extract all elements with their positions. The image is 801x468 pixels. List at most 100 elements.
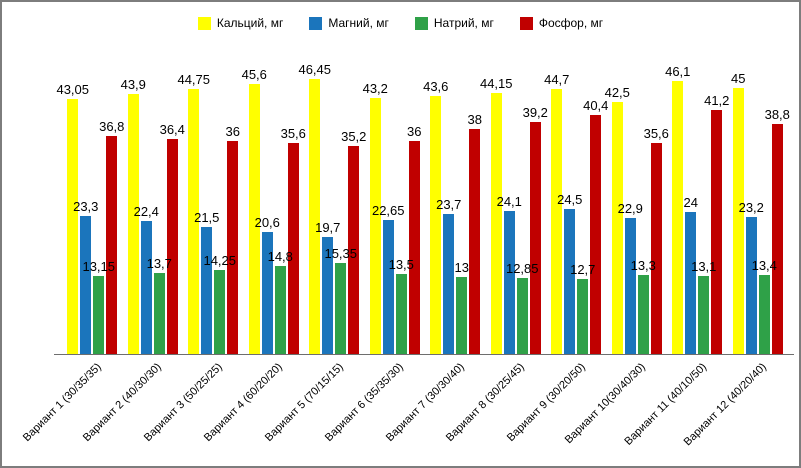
bar [201, 227, 213, 354]
bar-value-label: 23,3 [73, 199, 99, 214]
bar-value-label: 39,2 [522, 105, 548, 120]
bar [577, 279, 589, 354]
bar [624, 218, 636, 354]
bar-value-label: 13,7 [146, 256, 172, 271]
bar [67, 99, 79, 354]
bar-value-label: 22,4 [133, 204, 159, 219]
bar-value-label: 45,6 [241, 67, 267, 82]
bar-value-label: 43,2 [362, 81, 388, 96]
bar [93, 276, 105, 354]
legend-swatch-icon [519, 16, 533, 30]
bar-value-label: 14,25 [203, 253, 237, 268]
bar [127, 94, 139, 354]
bar-value-label: 13,1 [691, 259, 717, 274]
legend-label: Магний, мг [328, 16, 389, 30]
bar [685, 212, 697, 354]
legend-swatch-icon [414, 16, 428, 30]
bar [382, 220, 394, 354]
bar [732, 88, 744, 354]
bar [503, 211, 515, 354]
bar-value-label: 14,8 [267, 249, 293, 264]
bar-value-label: 20,6 [254, 215, 280, 230]
x-axis-line [54, 354, 794, 355]
legend-swatch-icon [309, 16, 323, 30]
bar-value-label: 40,4 [583, 98, 609, 113]
bar [248, 84, 260, 354]
bar [443, 214, 455, 354]
bar-value-label: 43,05 [56, 82, 90, 97]
bar-value-label: 35,2 [341, 129, 367, 144]
bar-value-label: 43,9 [120, 77, 146, 92]
bar [490, 93, 502, 354]
legend-label: Кальций, мг [216, 16, 284, 30]
bar [153, 273, 165, 354]
bar [348, 146, 360, 354]
bar [745, 217, 757, 354]
bar-value-label: 44,75 [177, 72, 211, 87]
bar-value-label: 43,6 [423, 79, 449, 94]
bar [551, 89, 563, 354]
bar-value-label: 13,15 [82, 259, 116, 274]
bar [80, 216, 92, 354]
bar [408, 141, 420, 354]
chart-legend: Кальций, мг Магний, мг Натрий, мг Фосфор, м… [2, 16, 799, 30]
bar [261, 232, 273, 354]
bar-value-label: 36,8 [99, 119, 125, 134]
bar-value-label: 22,65 [371, 203, 405, 218]
bar-value-label: 24,1 [496, 194, 522, 209]
bar-value-label: 35,6 [280, 126, 306, 141]
bar [287, 143, 299, 354]
legend-item: Кальций, мг [197, 16, 284, 30]
legend-swatch-icon [197, 16, 211, 30]
bar-value-label: 13,5 [388, 257, 414, 272]
bar-value-label: 24 [683, 195, 698, 210]
bar [672, 81, 684, 354]
bar-value-label: 19,7 [315, 220, 341, 235]
legend-label: Фосфор, мг [538, 16, 604, 30]
bar-value-label: 41,2 [704, 93, 730, 108]
legend-item: Магний, мг [309, 16, 389, 30]
bar-value-label: 13 [454, 260, 469, 275]
bar-value-label: 13,4 [751, 258, 777, 273]
bar [214, 270, 226, 354]
bar-value-label: 15,35 [324, 246, 358, 261]
bar [322, 237, 334, 354]
bar [516, 278, 528, 354]
bar [698, 276, 710, 354]
bar-value-label: 13,3 [630, 258, 656, 273]
bar-value-label: 46,45 [298, 62, 332, 77]
bar-value-label: 46,1 [665, 64, 691, 79]
bar [106, 136, 118, 354]
bar [711, 110, 723, 354]
bar-value-label: 38,8 [764, 107, 790, 122]
bar-value-label: 23,7 [436, 197, 462, 212]
bar [611, 102, 623, 354]
bar-value-label: 12,85 [505, 261, 539, 276]
bar [771, 124, 783, 354]
bar [650, 143, 662, 354]
bar [274, 266, 286, 354]
bar [637, 275, 649, 354]
bar [758, 275, 770, 354]
bar-value-label: 12,7 [570, 262, 596, 277]
bar-value-label: 36,4 [159, 122, 185, 137]
bar [469, 129, 481, 354]
bar [395, 274, 407, 354]
bar [529, 122, 541, 354]
bar [140, 221, 152, 354]
bar [456, 277, 468, 354]
bar-value-label: 36 [225, 124, 240, 139]
bar-value-label: 36 [407, 124, 422, 139]
bar [335, 263, 347, 354]
legend-item: Натрий, мг [414, 16, 494, 30]
bar [188, 89, 200, 354]
bar-value-label: 24,5 [557, 192, 583, 207]
bar [227, 141, 239, 354]
bar-value-label: 45 [731, 71, 746, 86]
bar-value-label: 44,7 [544, 72, 570, 87]
bar-value-label: 23,2 [738, 200, 764, 215]
bar [166, 139, 178, 354]
bar-value-label: 35,6 [643, 126, 669, 141]
